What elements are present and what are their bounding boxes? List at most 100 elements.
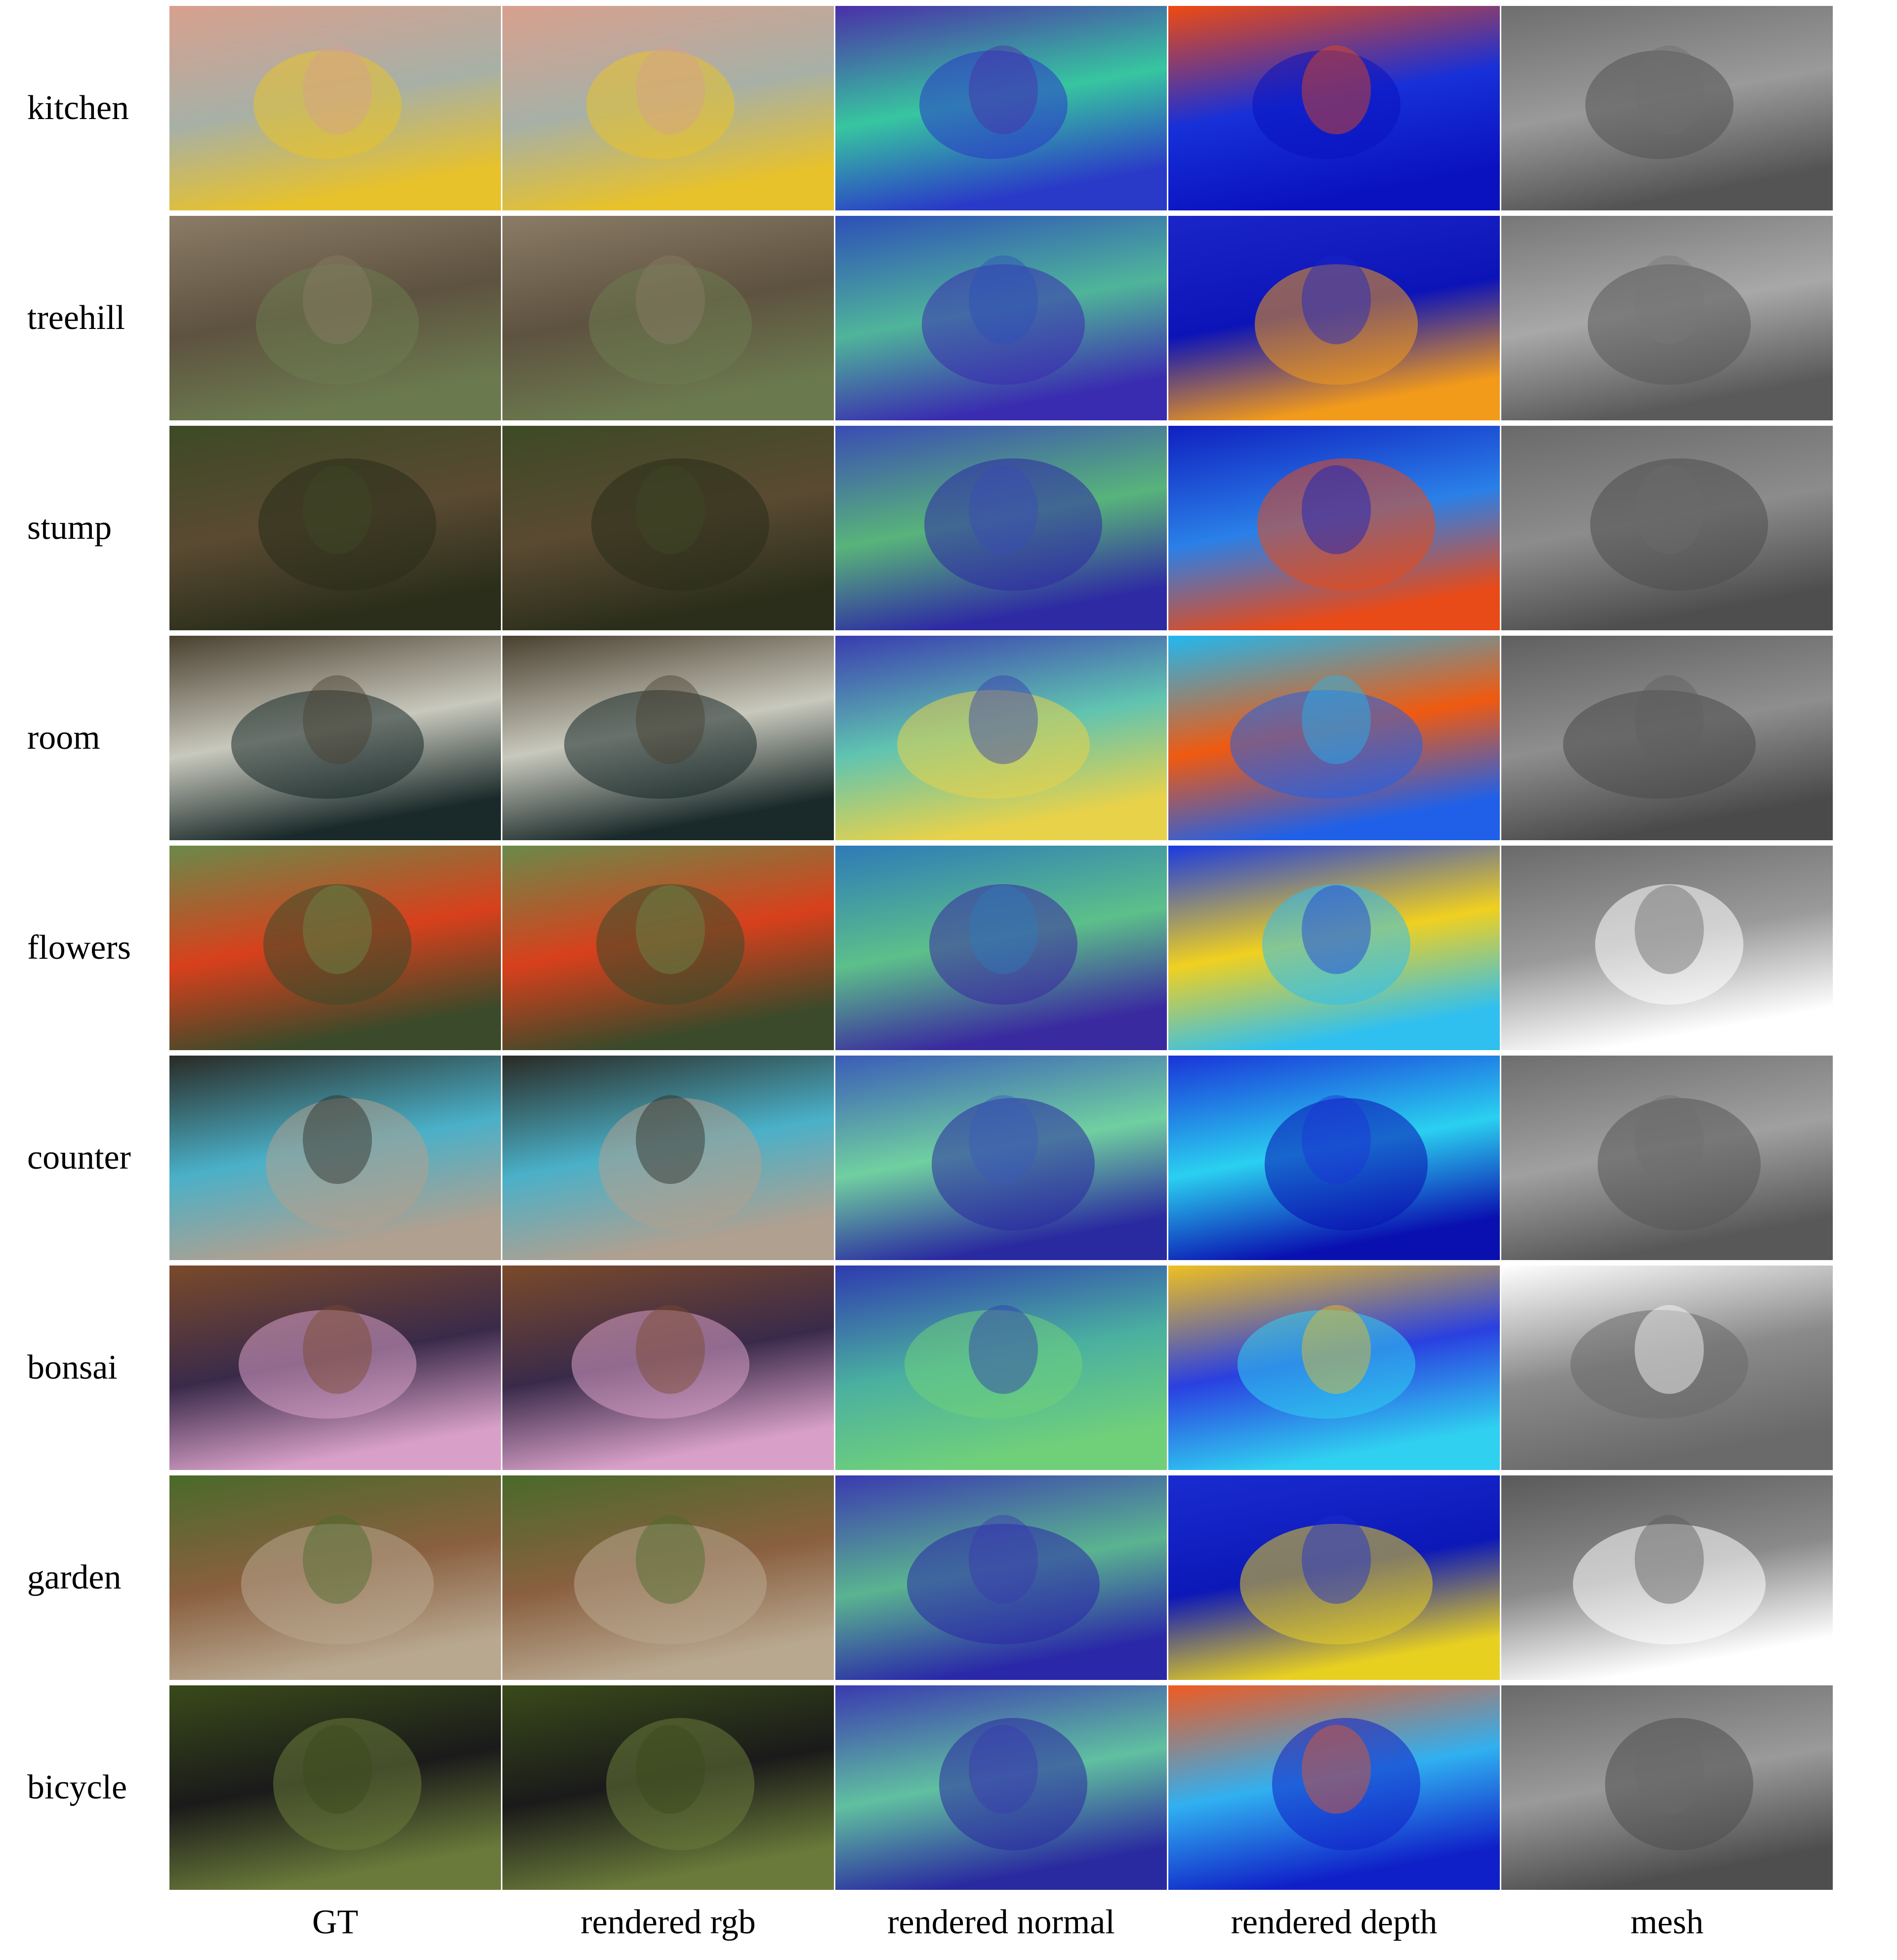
scene-image-bonsai-rendered-depth — [1168, 1266, 1500, 1470]
scene-image-bicycle-rendered-rgb — [502, 1685, 834, 1890]
scene-image-counter-rendered-normal — [835, 1056, 1167, 1260]
column-label-rendered-normal: rendered normal — [887, 1903, 1115, 1941]
panel-counter-gt — [169, 1056, 501, 1260]
panel-bonsai-rendered-depth — [1168, 1266, 1500, 1470]
panel-room-gt — [169, 636, 501, 840]
scene-image-treehill-mesh — [1501, 216, 1833, 420]
panel-flowers-rendered-depth — [1168, 846, 1500, 1050]
panel-stump-rendered-normal — [835, 426, 1167, 630]
scene-image-stump-rendered-depth — [1168, 426, 1500, 630]
scene-image-bicycle-rendered-depth — [1168, 1685, 1500, 1890]
scene-image-kitchen-rendered-depth — [1168, 6, 1500, 210]
panel-stump-gt — [169, 426, 501, 630]
panel-room-mesh — [1501, 636, 1833, 840]
panel-bicycle-rendered-normal — [835, 1685, 1167, 1890]
scene-image-bonsai-gt — [169, 1266, 501, 1470]
scene-image-flowers-rendered-rgb — [502, 846, 834, 1050]
panel-flowers-rendered-normal — [835, 846, 1167, 1050]
scene-image-room-gt — [169, 636, 501, 840]
panel-stump-rendered-depth — [1168, 426, 1500, 630]
scene-image-bicycle-rendered-normal — [835, 1685, 1167, 1890]
panel-treehill-mesh — [1501, 216, 1833, 420]
scene-image-stump-mesh — [1501, 426, 1833, 630]
scene-image-counter-rendered-rgb — [502, 1056, 834, 1260]
column-label-rendered-depth: rendered depth — [1231, 1903, 1438, 1941]
scene-image-room-rendered-normal — [835, 636, 1167, 840]
row-label-flowers: flowers — [27, 929, 131, 967]
panel-room-rendered-normal — [835, 636, 1167, 840]
scene-image-flowers-rendered-depth — [1168, 846, 1500, 1050]
scene-image-garden-rendered-depth — [1168, 1475, 1500, 1680]
panel-kitchen-rendered-rgb — [502, 6, 834, 210]
panel-bicycle-rendered-depth — [1168, 1685, 1500, 1890]
scene-image-room-rendered-depth — [1168, 636, 1500, 840]
row-label-bonsai: bonsai — [27, 1348, 118, 1387]
panel-treehill-gt — [169, 216, 501, 420]
scene-image-counter-mesh — [1501, 1056, 1833, 1260]
panel-bonsai-mesh — [1501, 1266, 1833, 1470]
scene-image-stump-rendered-rgb — [502, 426, 834, 630]
panel-counter-rendered-normal — [835, 1056, 1167, 1260]
panel-flowers-rendered-rgb — [502, 846, 834, 1050]
scene-image-flowers-rendered-normal — [835, 846, 1167, 1050]
scene-image-kitchen-gt — [169, 6, 501, 210]
panel-kitchen-rendered-depth — [1168, 6, 1500, 210]
scene-image-flowers-gt — [169, 846, 501, 1050]
panel-bicycle-mesh — [1501, 1685, 1833, 1890]
panel-treehill-rendered-depth — [1168, 216, 1500, 420]
panel-garden-rendered-depth — [1168, 1475, 1500, 1680]
panel-room-rendered-depth — [1168, 636, 1500, 840]
scene-image-kitchen-rendered-rgb — [502, 6, 834, 210]
column-label-rendered-rgb: rendered rgb — [580, 1903, 756, 1941]
scene-image-bonsai-rendered-normal — [835, 1266, 1167, 1470]
scene-image-garden-rendered-normal — [835, 1475, 1167, 1680]
column-label-mesh: mesh — [1630, 1903, 1704, 1941]
row-label-room: room — [27, 719, 100, 757]
panel-bonsai-gt — [169, 1266, 501, 1470]
panel-counter-mesh — [1501, 1056, 1833, 1260]
panel-garden-mesh — [1501, 1475, 1833, 1680]
scene-image-treehill-rendered-normal — [835, 216, 1167, 420]
panel-counter-rendered-rgb — [502, 1056, 834, 1260]
scene-image-kitchen-mesh — [1501, 6, 1833, 210]
panel-kitchen-gt — [169, 6, 501, 210]
scene-image-treehill-rendered-depth — [1168, 216, 1500, 420]
panel-treehill-rendered-normal — [835, 216, 1167, 420]
panel-flowers-gt — [169, 846, 501, 1050]
panel-garden-rendered-rgb — [502, 1475, 834, 1680]
scene-image-bicycle-gt — [169, 1685, 501, 1890]
panel-kitchen-rendered-normal — [835, 6, 1167, 210]
panel-garden-rendered-normal — [835, 1475, 1167, 1680]
row-label-kitchen: kitchen — [27, 89, 129, 127]
scene-image-room-rendered-rgb — [502, 636, 834, 840]
scene-image-room-mesh — [1501, 636, 1833, 840]
row-label-bicycle: bicycle — [27, 1768, 127, 1806]
panel-bonsai-rendered-rgb — [502, 1266, 834, 1470]
panel-counter-rendered-depth — [1168, 1056, 1500, 1260]
panel-room-rendered-rgb — [502, 636, 834, 840]
scene-image-stump-rendered-normal — [835, 426, 1167, 630]
panel-stump-mesh — [1501, 426, 1833, 630]
scene-image-treehill-gt — [169, 216, 501, 420]
scene-image-bicycle-mesh — [1501, 1685, 1833, 1890]
panel-garden-gt — [169, 1475, 501, 1680]
scene-image-garden-mesh — [1501, 1475, 1833, 1680]
panel-flowers-mesh — [1501, 846, 1833, 1050]
scene-image-bonsai-mesh — [1501, 1266, 1833, 1470]
scene-image-kitchen-rendered-normal — [835, 6, 1167, 210]
panel-treehill-rendered-rgb — [502, 216, 834, 420]
scene-image-treehill-rendered-rgb — [502, 216, 834, 420]
scene-image-flowers-mesh — [1501, 846, 1833, 1050]
scene-image-counter-gt — [169, 1056, 501, 1260]
panel-kitchen-mesh — [1501, 6, 1833, 210]
scene-image-bonsai-rendered-rgb — [502, 1266, 834, 1470]
scene-image-garden-gt — [169, 1475, 501, 1680]
scene-image-counter-rendered-depth — [1168, 1056, 1500, 1260]
panel-bicycle-gt — [169, 1685, 501, 1890]
scene-image-stump-gt — [169, 426, 501, 630]
row-label-counter: counter — [27, 1139, 131, 1177]
panel-stump-rendered-rgb — [502, 426, 834, 630]
scene-image-garden-rendered-rgb — [502, 1475, 834, 1680]
panel-bicycle-rendered-rgb — [502, 1685, 834, 1890]
